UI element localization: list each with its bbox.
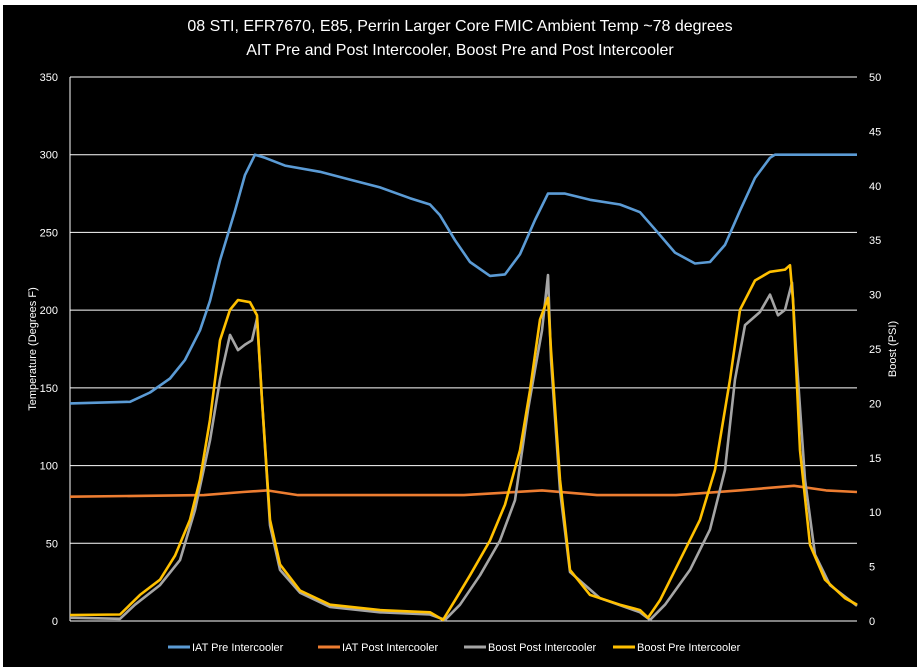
series-line-boost-pre-intercooler bbox=[69, 263, 858, 622]
y2-tick-label: 35 bbox=[869, 235, 881, 247]
legend-label: Boost Pre Intercooler bbox=[637, 642, 741, 654]
series-line-iat-pre-intercooler bbox=[69, 153, 857, 405]
y-tick-label: 200 bbox=[40, 305, 58, 317]
legend-label: IAT Post Intercooler bbox=[342, 642, 439, 654]
y2-tick-label: 5 bbox=[869, 562, 875, 574]
legend-item: Boost Post Intercooler bbox=[464, 642, 597, 654]
y2-axis-label: Boost (PSI) bbox=[887, 321, 899, 377]
series-line-iat-post-intercooler bbox=[69, 484, 858, 498]
y-tick-label: 350 bbox=[40, 72, 58, 84]
y2-tick-label: 45 bbox=[869, 126, 881, 138]
y-tick-label: 50 bbox=[46, 538, 58, 550]
y2-tick-label: 0 bbox=[869, 616, 875, 628]
y2-tick-label: 30 bbox=[869, 290, 881, 302]
y-tick-label: 250 bbox=[40, 227, 58, 239]
y-tick-label: 0 bbox=[52, 616, 58, 628]
y2-tick-label: 25 bbox=[869, 344, 881, 356]
legend-item: IAT Pre Intercooler bbox=[168, 642, 284, 654]
y-tick-label: 300 bbox=[40, 150, 58, 162]
y2-tick-label: 20 bbox=[869, 398, 881, 410]
chart-background bbox=[3, 5, 917, 667]
legend-item: Boost Pre Intercooler bbox=[613, 642, 741, 654]
y2-tick-label: 50 bbox=[869, 72, 881, 84]
y2-tick-label: 15 bbox=[869, 453, 881, 465]
legend-label: IAT Pre Intercooler bbox=[192, 642, 284, 654]
legend-label: Boost Post Intercooler bbox=[488, 642, 597, 654]
y-axis-label: Temperature (Degrees F) bbox=[27, 287, 39, 411]
chart-subtitle: AIT Pre and Post Intercooler, Boost Pre … bbox=[246, 42, 674, 59]
y2-tick-label: 10 bbox=[869, 507, 881, 519]
y2-tick-label: 40 bbox=[869, 181, 881, 193]
y-tick-label: 150 bbox=[40, 383, 58, 395]
chart-title: 08 STI, EFR7670, E85, Perrin Larger Core… bbox=[187, 18, 732, 35]
legend-item: IAT Post Intercooler bbox=[318, 642, 439, 654]
y-tick-label: 100 bbox=[40, 461, 58, 473]
